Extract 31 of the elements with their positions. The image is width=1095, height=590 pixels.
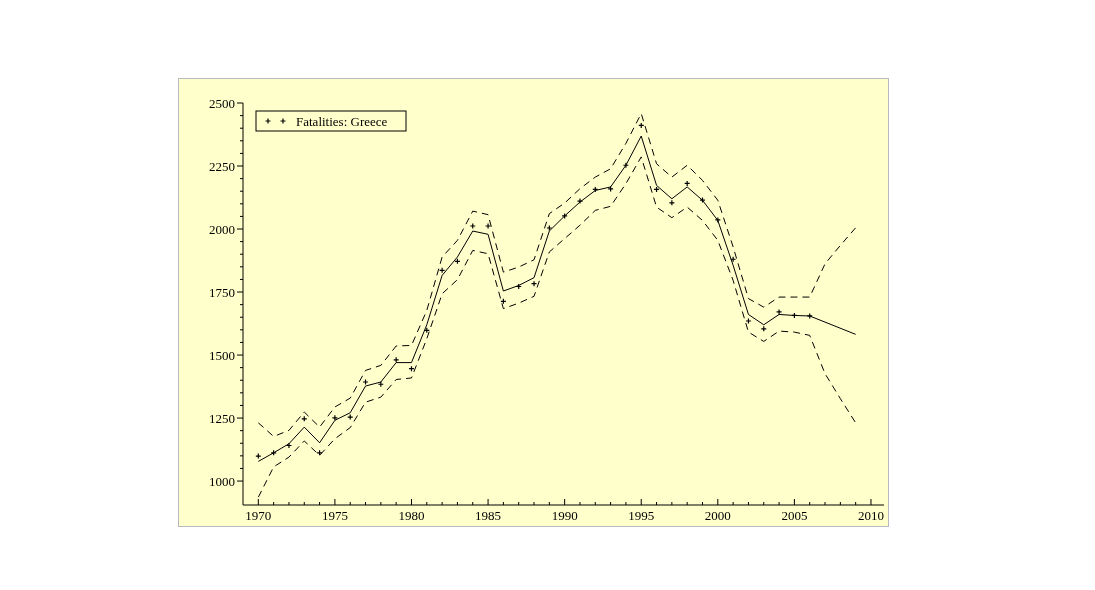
x-tick-label: 1990 — [551, 508, 578, 523]
point — [530, 280, 538, 287]
point — [607, 185, 614, 193]
y-tick-label: 2500 — [209, 95, 235, 111]
y-tick-label: 1000 — [209, 473, 235, 489]
x-tick-label: 1970 — [245, 508, 272, 523]
legend-label: Fatalities: Greece — [296, 113, 388, 129]
point — [546, 224, 553, 232]
x-tick-label: 2005 — [781, 508, 808, 523]
x-tick-label: 1995 — [628, 508, 655, 523]
x-tick-label: 2010 — [857, 508, 884, 523]
x-tick-label: 2000 — [704, 508, 731, 523]
x-tick-label: 1980 — [398, 508, 425, 523]
y-tick-label: 1500 — [209, 347, 235, 363]
y-tick-label: 1250 — [209, 410, 235, 426]
point — [362, 378, 369, 386]
point — [775, 308, 783, 316]
y-tick-label: 2000 — [209, 221, 235, 237]
point — [469, 222, 476, 230]
point — [347, 413, 354, 421]
y-tick-label: 2250 — [209, 158, 235, 174]
point — [730, 256, 737, 263]
point — [576, 197, 584, 205]
point — [745, 317, 752, 325]
point — [439, 267, 446, 274]
point — [668, 199, 675, 206]
x-tick-label: 1975 — [321, 508, 348, 523]
point — [484, 222, 492, 230]
y-tick-label: 1750 — [209, 284, 235, 300]
x-tick-label: 1985 — [475, 508, 502, 523]
point — [331, 414, 338, 421]
